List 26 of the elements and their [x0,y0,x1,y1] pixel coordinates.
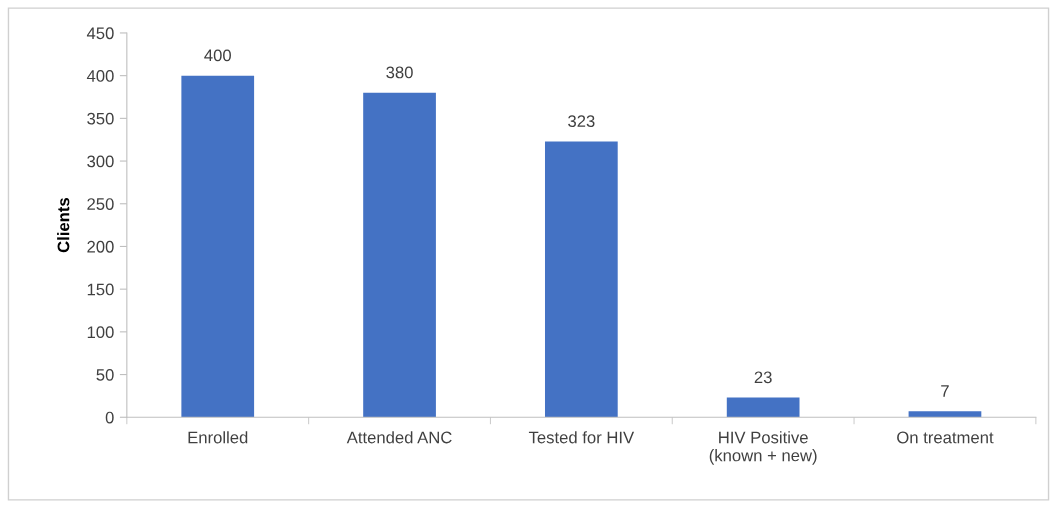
y-tick-label: 50 [96,368,114,381]
y-tick-label: 350 [87,112,114,125]
y-tick-label: 100 [87,326,114,339]
y-tick-label: 300 [87,155,114,168]
data-label: 323 [568,115,595,128]
x-tick-label: Attended ANC [346,431,452,444]
data-label: 380 [386,66,413,79]
data-label: 7 [941,385,949,397]
bar [363,92,436,418]
y-tick-label: 250 [87,198,114,210]
y-tick-label: 400 [86,70,114,82]
x-tick-label: On treatment [897,431,994,444]
y-tick-label: 0 [105,411,114,424]
x-tick-label: Enrolled [188,431,248,444]
x-tick-label: Tested for HIV [528,431,635,444]
data-label: 400 [204,49,231,62]
y-tick-label: 150 [87,283,114,296]
bar [726,397,800,418]
y-tick-label: 200 [87,240,114,253]
y-axis-title: Clients [57,198,70,253]
x-tick-label: HIV Positive (known + new) [709,431,817,465]
bar [544,141,618,418]
y-tick-label: 450 [86,27,114,40]
bar [181,75,255,418]
data-label: 23 [754,371,772,384]
bar [908,411,982,418]
